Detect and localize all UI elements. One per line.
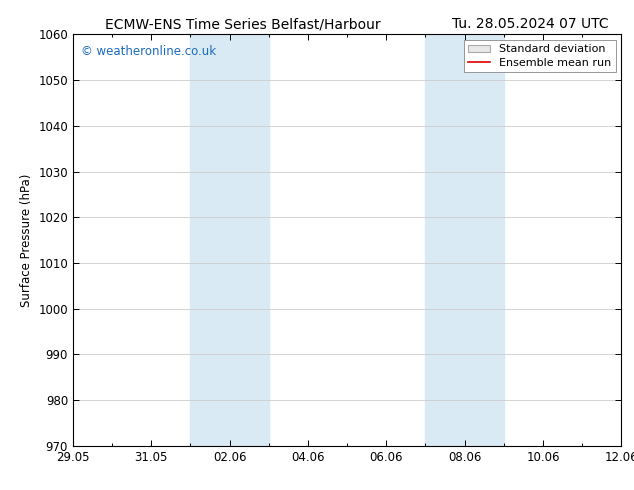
Legend: Standard deviation, Ensemble mean run: Standard deviation, Ensemble mean run: [463, 40, 616, 72]
Text: Tu. 28.05.2024 07 UTC: Tu. 28.05.2024 07 UTC: [452, 17, 609, 31]
Bar: [425, 34, 504, 446]
Bar: [190, 34, 269, 446]
Title: ECMW-ENS Time Series Belfast/Harbour        Tu. 28.05.2024 07 UTC: ECMW-ENS Time Series Belfast/Harbour Tu.…: [0, 489, 1, 490]
Text: ECMW-ENS Time Series Belfast/Harbour: ECMW-ENS Time Series Belfast/Harbour: [105, 17, 380, 31]
Y-axis label: Surface Pressure (hPa): Surface Pressure (hPa): [20, 173, 33, 307]
Text: © weatheronline.co.uk: © weatheronline.co.uk: [81, 45, 216, 58]
